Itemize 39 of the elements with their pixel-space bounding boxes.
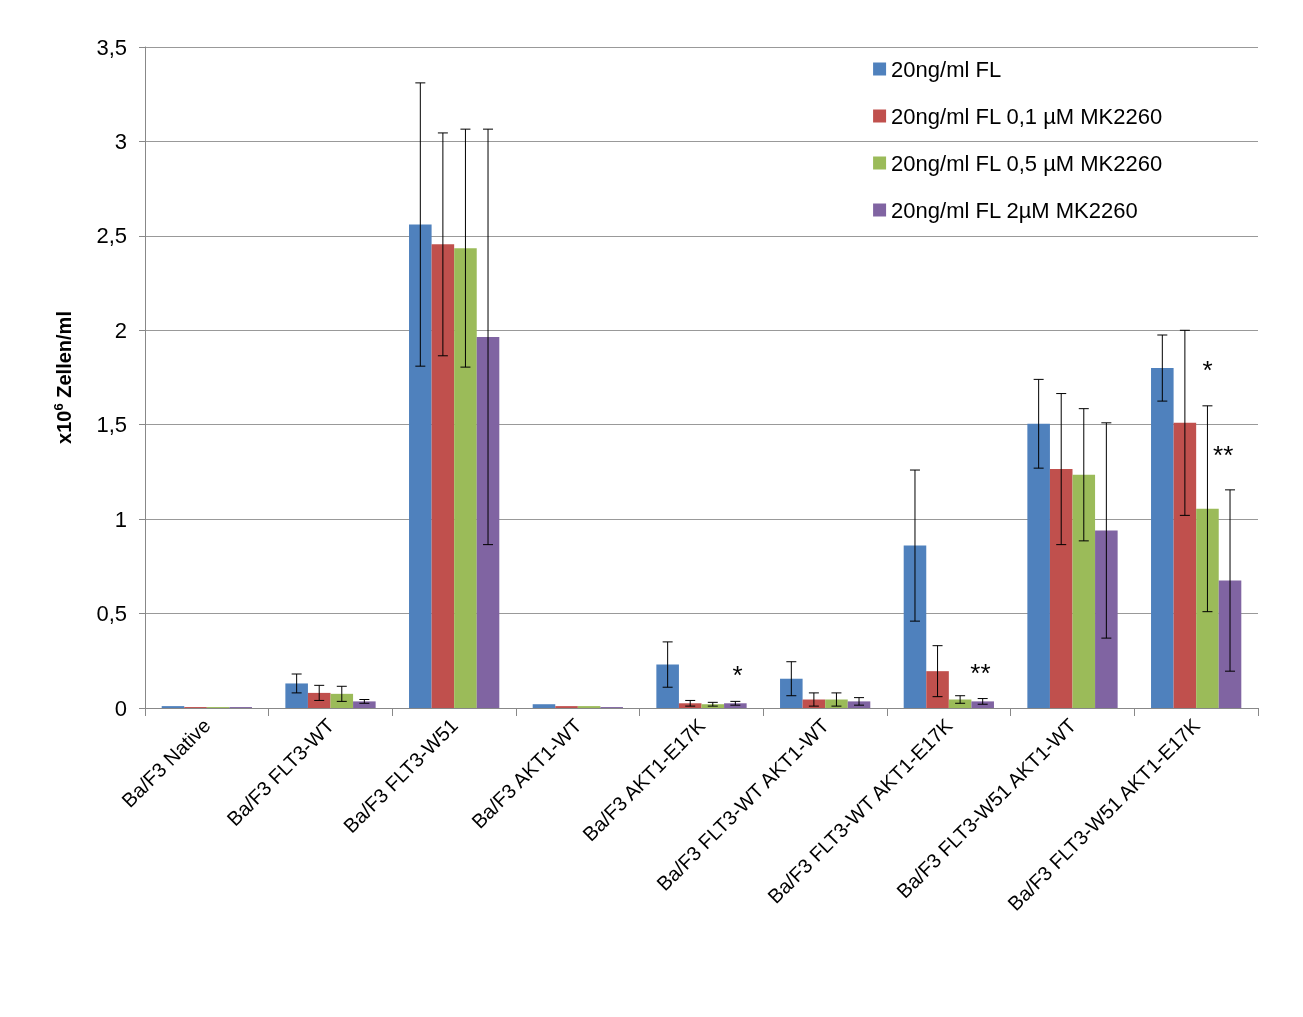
y-tick-label: 0,5	[96, 601, 127, 627]
bar	[409, 224, 432, 708]
bar	[1027, 423, 1050, 708]
y-tick-label: 0	[114, 695, 127, 721]
bar	[353, 701, 376, 708]
bar	[971, 701, 994, 708]
bar	[656, 664, 679, 708]
annotation: *	[1202, 354, 1213, 385]
bar	[307, 692, 331, 708]
annotation: **	[970, 658, 991, 689]
bar	[330, 693, 354, 708]
bar	[1049, 469, 1073, 708]
annotation: *	[732, 659, 743, 690]
bar	[780, 678, 803, 708]
annotation: **	[1213, 439, 1234, 470]
legend-label: 20ng/ml FL 0,5 µM MK2260	[891, 150, 1163, 176]
bar	[1218, 580, 1242, 708]
y-tick-label: 3,5	[96, 34, 127, 60]
y-tick-label: 1,5	[96, 412, 127, 438]
bar	[1173, 422, 1197, 708]
y-tick-label: 2	[114, 317, 127, 343]
y-axis-title: x106 Zellen/ml	[51, 311, 75, 444]
bar	[926, 671, 949, 708]
y-tick-label: 1	[114, 506, 127, 532]
bar	[903, 545, 927, 708]
bar	[285, 683, 308, 708]
legend-label: 20ng/ml FL	[891, 56, 1002, 82]
bar	[1151, 368, 1174, 708]
bar	[454, 248, 477, 708]
y-tick-label: 2,5	[96, 223, 127, 249]
bar	[1072, 474, 1096, 708]
legend-label: 20ng/ml FL 2µM MK2260	[891, 197, 1138, 223]
bar	[431, 244, 455, 708]
bar	[476, 336, 500, 708]
bar	[1095, 530, 1118, 708]
bar	[532, 704, 556, 708]
bar	[1196, 508, 1219, 708]
legend-label: 20ng/ml FL 0,1 µM MK2260	[891, 103, 1163, 129]
y-tick-label: 3	[114, 128, 127, 154]
